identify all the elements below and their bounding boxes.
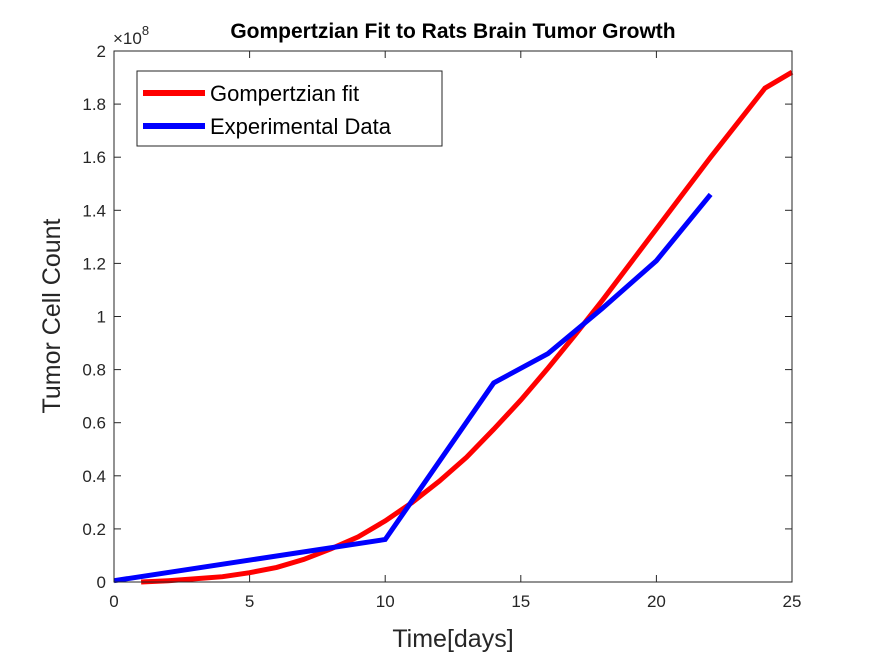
y-tick-label: 0.6 (82, 414, 106, 433)
y-axis-label: Tumor Cell Count (38, 218, 66, 413)
x-tick-label: 10 (376, 592, 395, 611)
y-tick-label: 1 (97, 308, 106, 327)
x-tick-label: 0 (109, 592, 118, 611)
y-tick-label: 2 (97, 42, 106, 61)
y-tick-label: 0 (97, 573, 106, 592)
legend-label-gompertzian-fit: Gompertzian fit (210, 81, 359, 106)
y-tick-label: 0.2 (82, 520, 106, 539)
axes-layer: 0 5 10 15 20 25 0 0.2 0.4 0.6 0.8 1 1.2 1.4 1.6 1.8 2 (82, 42, 801, 611)
series-line-gompertzian-fit (140, 70, 794, 585)
y-tick-label: 0.4 (82, 467, 106, 486)
y-tick-label: 1.2 (82, 254, 106, 273)
x-tick-label: 25 (783, 592, 802, 611)
y-exponent-label: ×108 (113, 23, 149, 48)
y-tick-label: 1.6 (82, 148, 106, 167)
legend-label-experimental-data: Experimental Data (210, 114, 392, 139)
x-tick-label: 15 (511, 592, 530, 611)
y-tick-label: 0.8 (82, 361, 106, 380)
chart-title: Gompertzian Fit to Rats Brain Tumor Grow… (230, 20, 675, 43)
y-tick-label: 1.4 (82, 201, 106, 220)
x-axis-label: Time[days] (392, 625, 513, 653)
y-tick-label: 1.8 (82, 95, 106, 114)
x-tick-label: 20 (647, 592, 666, 611)
x-tick-label: 5 (245, 592, 254, 611)
legend: Gompertzian fit Experimental Data (136, 70, 443, 147)
series-layer (113, 70, 794, 585)
legend-box (136, 70, 443, 147)
series-line-experimental-data (113, 192, 713, 584)
